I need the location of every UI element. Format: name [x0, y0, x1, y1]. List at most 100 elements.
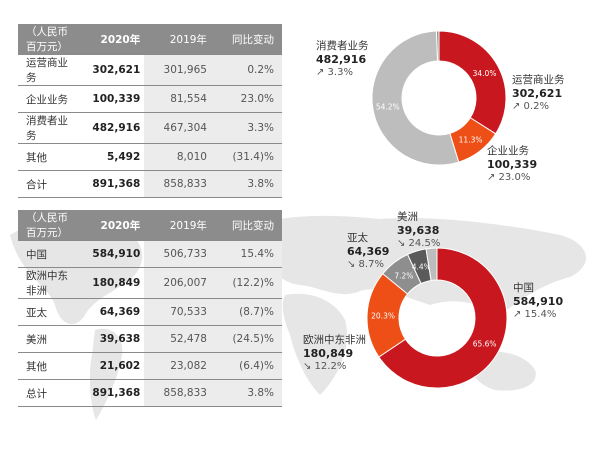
value-change: (8.7)% — [210, 298, 282, 326]
header-2019: 2019年 — [144, 210, 211, 241]
table-row: 中国 584,910 506,733 15.4% — [18, 240, 282, 268]
slice-other — [435, 30, 440, 62]
table-row: 运营商业务 302,621 301,965 0.2% — [18, 54, 282, 86]
table-row: 其他 21,602 23,082 (6.4)% — [18, 352, 282, 380]
value-2020: 21,602 — [99, 360, 141, 372]
value-change: 3.8% — [210, 170, 282, 198]
value-2020: 891,368 — [92, 387, 141, 399]
value-2019: 467,304 — [144, 112, 211, 144]
row-label: 美洲 — [26, 333, 47, 346]
row-label: 其他 — [26, 151, 47, 164]
annotation-change: ↗ 23.0% — [487, 172, 531, 183]
annotation-americas: 美洲 39,638 ↘ 24.5% — [397, 211, 440, 250]
table-header-row: （人民币百万元） 2020年 2019年 同比变动 — [18, 24, 282, 55]
annotation-emea: 欧洲中东非洲 180,849 ↘ 12.2% — [303, 334, 366, 373]
annotation-china: 中国 584,910 ↗ 15.4% — [513, 282, 563, 321]
header-change: 同比变动 — [210, 210, 282, 241]
row-label: 中国 — [26, 248, 47, 261]
value-change: 3.3% — [210, 112, 282, 144]
row-label: 合计 — [26, 178, 47, 191]
table-row: 消费者业务 482,916 467,304 3.3% — [18, 112, 282, 144]
annotation-value: 39,638 — [397, 224, 440, 237]
table-row: 合计 891,368 858,833 3.8% — [18, 170, 282, 198]
annotation-change: ↗ 15.4% — [513, 309, 557, 320]
slice-apac-label: 7.2% — [394, 271, 413, 280]
annotation-name: 欧洲中东非洲 — [303, 334, 366, 346]
annotation-name: 运营商业务 — [512, 74, 565, 86]
value-2020: 891,368 — [92, 178, 141, 190]
value-change: 3.8% — [210, 379, 282, 407]
row-label: 消费者业务 — [26, 115, 68, 142]
value-change: (6.4)% — [210, 352, 282, 380]
row-label: 运营商业务 — [26, 57, 68, 84]
slice-china-label: 65.6% — [473, 339, 497, 348]
row-label: 欧洲中东非洲 — [26, 270, 68, 297]
row-label: 其他 — [26, 360, 47, 373]
table-header-row: （人民币百万元） 2020年 2019年 同比变动 — [18, 210, 282, 241]
value-2019: 23,082 — [144, 352, 211, 380]
slice-emea-label: 20.3% — [371, 311, 395, 320]
annotation-name: 消费者业务 — [316, 40, 369, 52]
table-row: 欧洲中东非洲 180,849 206,007 (12.2)% — [18, 267, 282, 299]
region-revenue-table: （人民币百万元） 2020年 2019年 同比变动 中国 584,910 506… — [18, 210, 282, 407]
slice-other — [425, 247, 438, 282]
table-row: 美洲 39,638 52,478 (24.5)% — [18, 325, 282, 353]
annotation-name: 企业业务 — [487, 145, 529, 157]
value-2019: 81,554 — [144, 85, 211, 113]
value-2020: 302,621 — [92, 64, 141, 76]
annotation-apac: 亚太 64,369 ↘ 8.7% — [347, 232, 389, 271]
annotation-change: ↗ 3.3% — [316, 67, 353, 78]
annotation-value: 100,339 — [487, 158, 538, 171]
value-change: 15.4% — [210, 240, 282, 268]
annotation-value: 584,910 — [513, 295, 564, 308]
header-2019: 2019年 — [144, 24, 211, 55]
annotation-value: 482,916 — [316, 53, 367, 66]
annotation-name: 美洲 — [397, 211, 418, 223]
row-label: 企业业务 — [26, 93, 68, 106]
value-2019: 858,833 — [144, 170, 211, 198]
slice-consumer — [371, 30, 460, 166]
slice-americas-label: 4.4% — [412, 262, 431, 271]
header-change: 同比变动 — [210, 24, 282, 55]
annotation-enterprise: 企业业务 100,339 ↗ 23.0% — [487, 145, 537, 184]
value-change: 0.2% — [210, 54, 282, 86]
header-2020: 2020年 — [80, 210, 145, 241]
value-change: (31.4)% — [210, 143, 282, 171]
value-2019: 506,733 — [144, 240, 211, 268]
value-change: (24.5)% — [210, 325, 282, 353]
value-2020: 5,492 — [107, 151, 141, 163]
annotation-consumer: 消费者业务 482,916 ↗ 3.3% — [316, 40, 369, 79]
table-row: 亚太 64,369 70,533 (8.7)% — [18, 298, 282, 326]
annotation-change: ↘ 8.7% — [347, 259, 384, 270]
value-2019: 301,965 — [144, 54, 211, 86]
value-2020: 100,339 — [92, 93, 141, 105]
slice-china — [378, 247, 508, 389]
value-2019: 52,478 — [144, 325, 211, 353]
annotation-name: 亚太 — [347, 232, 368, 244]
value-change: 23.0% — [210, 85, 282, 113]
value-2020: 584,910 — [92, 248, 141, 260]
annotation-change: ↗ 0.2% — [512, 101, 549, 112]
value-2019: 70,533 — [144, 298, 211, 326]
value-2020: 64,369 — [99, 306, 141, 318]
header-unit: （人民币百万元） — [18, 24, 81, 55]
value-2020: 482,916 — [92, 122, 141, 134]
value-2019: 858,833 — [144, 379, 211, 407]
row-label: 总计 — [26, 387, 47, 400]
value-2020: 180,849 — [92, 277, 141, 289]
table-row: 总计 891,368 858,833 3.8% — [18, 379, 282, 407]
slice-carrier-label: 34.0% — [473, 69, 497, 78]
annotation-carrier: 运营商业务 302,621 ↗ 0.2% — [512, 74, 565, 113]
slice-consumer-label: 54.2% — [376, 103, 400, 112]
annotation-change: ↘ 12.2% — [303, 361, 347, 372]
value-change: (12.2)% — [210, 267, 282, 299]
slice-enterprise-label: 11.3% — [459, 135, 483, 144]
annotation-value: 64,369 — [347, 245, 390, 258]
slice-carrier — [438, 30, 507, 135]
annotation-name: 中国 — [513, 282, 534, 294]
value-2019: 206,007 — [144, 267, 211, 299]
value-2019: 8,010 — [144, 143, 211, 171]
annotation-change: ↘ 24.5% — [397, 238, 441, 249]
segment-revenue-table: （人民币百万元） 2020年 2019年 同比变动 运营商业务 302,621 … — [18, 24, 282, 198]
